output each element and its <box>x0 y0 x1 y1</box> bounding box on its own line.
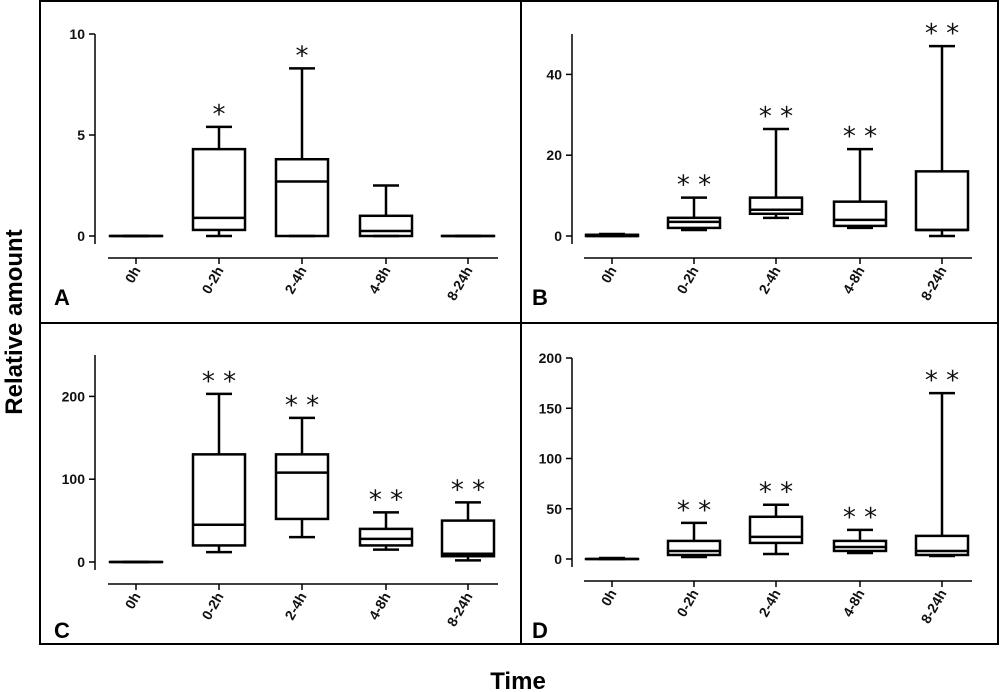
panel-b-significance-marker: * * <box>925 19 959 49</box>
panel-d-box-3 <box>832 528 888 555</box>
panel-d-box-2 <box>748 503 804 556</box>
panel-c-significance-marker: * * <box>451 475 485 505</box>
panel-c-letter: C <box>54 618 70 643</box>
panel-a-box-2 <box>274 67 330 238</box>
panel-d-significance-marker: * * <box>677 496 711 526</box>
panel-d-box-1 <box>666 521 722 559</box>
panel-c-box-3 <box>358 511 414 551</box>
panel-a-iqr-box <box>274 157 330 238</box>
panel-d-iqr-box <box>666 539 722 557</box>
panel-b-box-4 <box>914 44 970 238</box>
panel-c-iqr-box <box>191 453 247 547</box>
panel-a-box-3 <box>358 184 414 238</box>
panel-a-significance-marker: * <box>213 100 226 130</box>
panel-d-significance-marker: * * <box>843 503 877 533</box>
panel-b-iqr-box <box>748 196 804 216</box>
panel-c-x-tick-label: 0h <box>122 590 144 612</box>
panel-b-box-1 <box>666 196 722 232</box>
panel-d-box-0 <box>584 556 640 561</box>
panel-c-significance-marker: * * <box>285 391 319 421</box>
panel-c-box-4 <box>440 501 496 562</box>
panel-c-y-tick-label: 200 <box>62 388 86 404</box>
panel-c-iqr-box <box>358 527 414 547</box>
panel-c-y-tick-label: 100 <box>62 471 86 487</box>
panel-b-significance-marker: * * <box>843 122 877 152</box>
panel-b-x-tick-label: 0h <box>598 264 620 286</box>
panel-a-y-tick-label: 10 <box>69 26 85 42</box>
panel-b-y-tick-label: 0 <box>554 228 562 244</box>
panel-a-iqr-box <box>358 214 414 238</box>
panel-d-y-tick-label: 100 <box>539 451 563 467</box>
panel-d-iqr-box <box>914 534 970 557</box>
panel-a-iqr-box <box>191 147 247 232</box>
panel-a-letter: A <box>54 285 70 310</box>
panel-d-letter: D <box>532 618 548 643</box>
panel-b-box-0 <box>584 232 640 238</box>
panel-a-y-tick-label: 5 <box>77 127 85 143</box>
panel-c-significance-marker: * * <box>369 485 403 515</box>
panel-d-y-tick-label: 200 <box>539 350 563 366</box>
panel-d-significance-marker: * * <box>925 366 959 396</box>
panel-a-significance-marker: * <box>296 41 309 71</box>
panel-b-box-2 <box>748 127 804 220</box>
panel-a-x-tick-label: 0h <box>122 264 144 286</box>
panel-d-x-tick-label: 0h <box>598 587 620 609</box>
panel-c-box-1 <box>191 392 247 554</box>
panel-c-box-2 <box>274 416 330 539</box>
panel-d-iqr-box <box>748 515 804 545</box>
panel-d-significance-marker: * * <box>759 478 793 508</box>
panel-b-y-tick-label: 40 <box>546 66 562 82</box>
panel-d-y-tick-label: 150 <box>539 400 563 416</box>
panel-b-iqr-box <box>832 200 888 228</box>
panel-d-y-tick-label: 50 <box>546 501 562 517</box>
panel-d-y-tick-label: 0 <box>554 551 562 567</box>
panel-c-significance-marker: * * <box>202 367 236 397</box>
panel-b-significance-marker: * * <box>677 171 711 201</box>
panel-c-iqr-box <box>274 453 330 521</box>
figure-y-axis-title: Relative amount <box>1 229 28 414</box>
panel-b-letter: B <box>532 285 548 310</box>
panel-c-iqr-box <box>440 519 496 558</box>
panel-b-y-tick-label: 20 <box>546 147 562 163</box>
panel-b-box-3 <box>832 147 888 230</box>
figure-x-axis-title: Time <box>490 668 546 692</box>
panel-a-y-tick-label: 0 <box>77 228 85 244</box>
panel-d-box-4 <box>914 391 970 558</box>
panel-a-box-1 <box>191 125 247 238</box>
panel-c-y-tick-label: 0 <box>77 554 85 570</box>
panel-b-significance-marker: * * <box>759 102 793 132</box>
